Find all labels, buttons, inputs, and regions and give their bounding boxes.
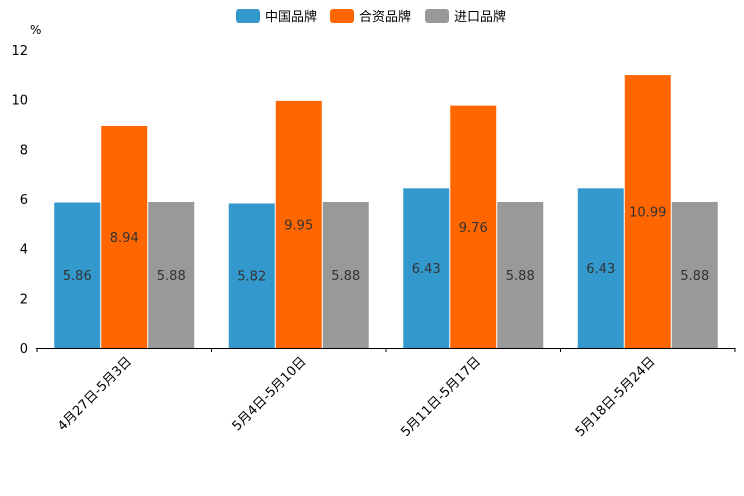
data-label: 6.43: [586, 262, 615, 277]
y-tick-label: 12: [11, 44, 28, 59]
bar-3-3: [497, 201, 544, 348]
y-tick-label: 2: [20, 292, 28, 307]
y-tick-label: 6: [20, 193, 28, 208]
bar-2-4: [624, 75, 671, 348]
bars: 5.86 8.94 5.88 5.82 9.95 5.88 6.43 9.76 5.88 6.43…: [54, 75, 718, 349]
x-axis: 4月27日-5月3日 5月4日-5月10日 5月11日-5月17日 5月18日-5月2…: [36, 348, 736, 440]
data-label: 5.82: [237, 270, 266, 285]
bar-3-2: [322, 201, 369, 348]
legend-swatch-1: [236, 9, 260, 23]
data-label: 9.76: [459, 221, 488, 236]
legend: 中国品牌 合资品牌 进口品牌: [236, 9, 506, 25]
x-tick-label: 4月27日-5月3日: [55, 354, 135, 434]
y-tick-label: 0: [20, 342, 28, 357]
legend-label-1: 中国品牌: [265, 9, 317, 25]
x-tick-label: 5月18日-5月24日: [573, 354, 659, 440]
x-tick-label: 5月11日-5月17日: [398, 354, 484, 440]
data-label: 5.88: [680, 269, 709, 284]
legend-swatch-3: [425, 9, 449, 23]
data-label: 5.88: [506, 269, 535, 284]
bar-3-4: [671, 201, 718, 348]
bar-1-3: [403, 188, 450, 348]
y-axis: 0 2 4 6 8 10 12: [11, 44, 28, 357]
y-tick-label: 8: [20, 143, 28, 158]
legend-swatch-2: [330, 9, 354, 23]
legend-label-2: 合资品牌: [359, 9, 411, 25]
data-label: 9.95: [284, 218, 313, 233]
data-label: 10.99: [629, 206, 666, 221]
bar-1-4: [577, 188, 624, 348]
bar-1-2: [228, 203, 275, 348]
y-tick-label: 4: [20, 243, 28, 258]
x-tick-label: 5月4日-5月10日: [230, 354, 310, 434]
bar-1-1: [54, 202, 101, 348]
y-axis-unit-label: %: [30, 23, 41, 37]
legend-label-3: 进口品牌: [454, 9, 506, 25]
bar-3-1: [148, 201, 195, 348]
data-label: 6.43: [412, 262, 441, 277]
y-tick-label: 10: [11, 94, 28, 109]
data-label: 5.86: [63, 269, 92, 284]
data-label: 8.94: [110, 231, 139, 246]
bar-2-2: [275, 100, 322, 349]
data-label: 5.88: [157, 269, 186, 284]
bar-2-1: [101, 125, 148, 349]
data-label: 5.88: [331, 269, 360, 284]
bar-2-3: [450, 105, 497, 348]
